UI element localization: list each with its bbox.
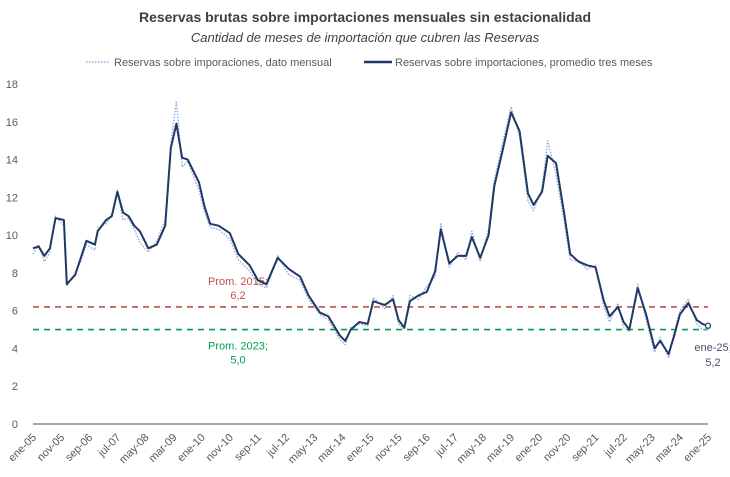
reference-value-label: 6,2 — [230, 290, 245, 302]
annotation-value: 5,2 — [705, 357, 720, 369]
x-tick-label: ene-25 — [681, 432, 714, 465]
reference-value-label: 5,0 — [230, 355, 245, 367]
y-tick-label: 2 — [12, 381, 18, 393]
x-tick-label: sep-06 — [63, 432, 95, 464]
x-tick-label: may-13 — [286, 432, 320, 466]
x-tick-label: sep-16 — [401, 432, 433, 464]
y-tick-label: 8 — [12, 268, 18, 280]
series-line-3m-avg — [32, 111, 709, 356]
x-tick-label: nov-20 — [541, 432, 573, 464]
x-tick-label: ene-15 — [344, 432, 377, 465]
chart-title: Reservas brutas sobre importaciones mens… — [138, 9, 592, 25]
annotation-point — [704, 322, 712, 330]
x-tick-label: may-08 — [117, 432, 151, 466]
y-tick-label: 6 — [12, 306, 18, 318]
y-tick-label: 18 — [6, 79, 18, 91]
legend-label-3m-avg: Reservas sobre importaciones, promedio t… — [395, 57, 653, 69]
x-tick-label: ene-20 — [513, 432, 546, 465]
x-tick-label: nov-10 — [204, 432, 236, 464]
series-line-monthly — [32, 100, 708, 359]
x-tick-label: ene-10 — [175, 432, 208, 465]
x-tick-label: may-23 — [623, 432, 657, 466]
y-tick-label: 4 — [12, 343, 18, 355]
reference-label: Prom. 2015; — [208, 276, 268, 288]
x-tick-label: nov-05 — [35, 432, 67, 464]
x-tick-label: mar-19 — [484, 432, 517, 465]
annotation-label: ene-25; — [694, 342, 730, 354]
x-tick-label: mar-09 — [147, 432, 180, 465]
reference-label: Prom. 2023; — [208, 341, 268, 353]
y-tick-label: 16 — [6, 117, 18, 129]
x-tick-label: sep-21 — [569, 432, 601, 464]
x-tick-label: nov-15 — [372, 432, 404, 464]
legend-label-monthly: Reservas sobre imporaciones, dato mensua… — [114, 57, 332, 69]
x-tick-label: mar-24 — [653, 432, 686, 465]
chart-subtitle: Cantidad de meses de importación que cub… — [190, 30, 540, 45]
x-tick-label: sep-11 — [232, 432, 264, 464]
y-tick-label: 14 — [6, 155, 18, 167]
x-tick-label: may-18 — [455, 432, 489, 466]
y-tick-label: 0 — [12, 419, 18, 431]
x-tick-label: ene-05 — [6, 432, 39, 465]
x-tick-label: mar-14 — [315, 432, 348, 465]
y-tick-label: 12 — [6, 192, 18, 204]
y-tick-label: 10 — [6, 230, 18, 242]
